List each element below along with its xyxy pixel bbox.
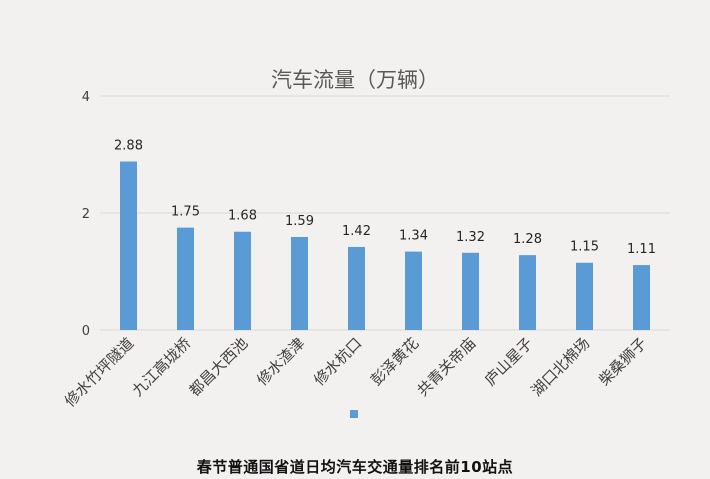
data-label: 1.28 bbox=[513, 232, 542, 247]
data-label: 1.15 bbox=[570, 240, 599, 255]
legend-swatch bbox=[350, 410, 358, 418]
bar bbox=[405, 251, 422, 330]
x-tick-label: 九江高垅桥 bbox=[129, 334, 195, 400]
data-labels: 2.88 1.75 1.68 1.59 1.42 1.34 1.32 1.28 1.15 1.11 bbox=[114, 139, 656, 258]
data-label: 1.11 bbox=[627, 242, 656, 257]
data-label: 1.42 bbox=[342, 224, 371, 239]
bar bbox=[519, 255, 536, 330]
y-tick-label: 4 bbox=[82, 90, 90, 105]
x-tick-label: 庐山星子 bbox=[481, 334, 536, 389]
bars bbox=[120, 161, 650, 330]
bar bbox=[291, 236, 308, 330]
x-tick-label: 柴桑狮子 bbox=[595, 334, 650, 389]
bar bbox=[348, 246, 365, 330]
x-tick-label: 共青关帝庙 bbox=[414, 334, 480, 400]
data-label: 1.59 bbox=[285, 214, 314, 229]
bar bbox=[234, 231, 251, 330]
data-label: 1.32 bbox=[456, 230, 485, 245]
x-tick-label: 修水杭口 bbox=[310, 334, 365, 389]
x-tick-label: 湖口北棉场 bbox=[528, 334, 594, 400]
bar bbox=[462, 252, 479, 330]
data-label: 1.34 bbox=[399, 229, 428, 244]
data-label: 1.68 bbox=[228, 209, 257, 224]
chart-title: 汽车流量（万辆） bbox=[271, 68, 439, 92]
data-label: 1.75 bbox=[171, 205, 200, 220]
x-tick-label: 都昌大西池 bbox=[186, 334, 252, 400]
data-label: 2.88 bbox=[114, 139, 143, 154]
y-tick-label: 2 bbox=[82, 207, 90, 222]
chart-caption: 春节普通国省道日均汽车交通量排名前10站点 bbox=[196, 458, 514, 476]
x-tick-label: 修水渣津 bbox=[253, 334, 308, 389]
bar bbox=[633, 265, 650, 330]
bar bbox=[177, 227, 194, 330]
y-axis-ticks: 0 2 4 bbox=[82, 90, 90, 339]
gridlines bbox=[100, 95, 670, 331]
x-tick-label: 彭泽黄花 bbox=[367, 334, 422, 389]
x-tick-label: 修水竹坪隧道 bbox=[61, 334, 137, 410]
y-tick-label: 0 bbox=[82, 324, 90, 339]
bar bbox=[120, 161, 137, 330]
bar bbox=[576, 262, 593, 330]
